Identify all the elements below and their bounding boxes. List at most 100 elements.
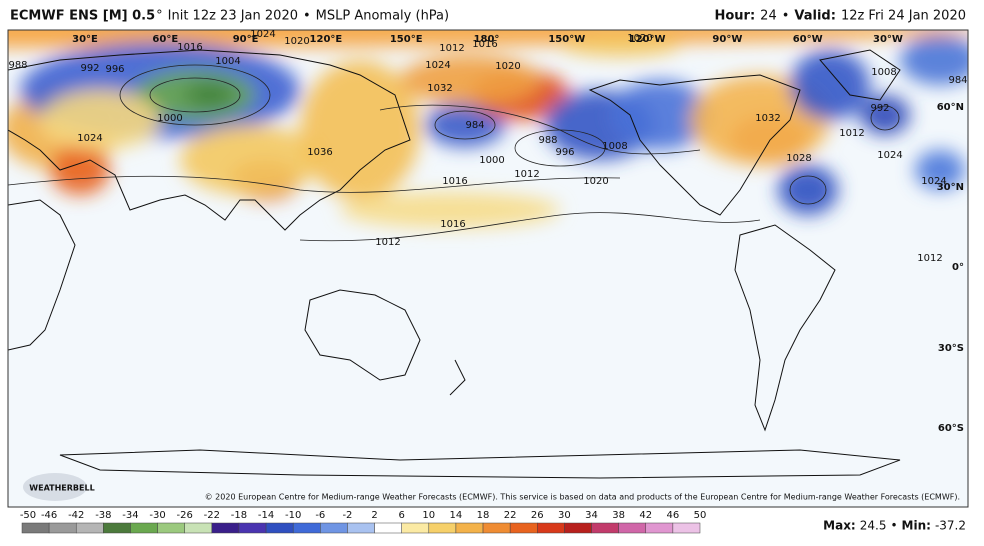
header-model: ECMWF ENS [M] 0.5 [10, 9, 155, 24]
contour-label: 1008 [871, 67, 896, 78]
colorbar-swatch [455, 522, 484, 534]
colorbar-tick: 30 [558, 510, 571, 521]
latitude-label: 0° [952, 262, 964, 273]
header-init: Init 12z 23 Jan 2020 [168, 9, 298, 24]
contour-label: 996 [105, 64, 124, 75]
contour-label: 1000 [479, 155, 504, 166]
anomaly-blob [300, 60, 420, 200]
anomaly-blob [40, 90, 160, 150]
anomaly-blob [778, 165, 838, 215]
anomaly-blob [425, 103, 505, 147]
logo: WEATHERBELL [29, 484, 94, 493]
colorbar-tick: 50 [694, 510, 707, 521]
colorbar-tick: 42 [639, 510, 652, 521]
contour-label: 1036 [307, 147, 332, 158]
colorbar-swatch [618, 522, 647, 534]
contour-label: 1016 [440, 219, 465, 230]
colorbar-tick: -26 [177, 510, 193, 521]
footer-min: -37.2 [935, 519, 966, 533]
contour-label: 1012 [917, 253, 942, 264]
colorbar-tick: 46 [667, 510, 680, 521]
contour-label: 1004 [215, 56, 240, 67]
contour-label: 1024 [250, 29, 275, 40]
contour-label: 1032 [427, 83, 452, 94]
contour-label: 1012 [839, 128, 864, 139]
colorbar-tick: 2 [371, 510, 377, 521]
longitude-label: 150°E [390, 34, 423, 45]
colorbar-swatch [238, 522, 267, 534]
colorbar-swatch [347, 522, 375, 534]
colorbar-swatch [374, 522, 402, 534]
colorbar-tick: -10 [285, 510, 301, 521]
colorbar-swatch [75, 522, 104, 534]
colorbar-tick: -42 [68, 510, 84, 521]
longitude-label: 120°W [629, 34, 666, 45]
colorbar-tick: 14 [450, 510, 463, 521]
colorbar-tick: -2 [342, 510, 352, 521]
header-hour: 24 [760, 9, 777, 24]
coastlines [8, 49, 901, 479]
anomaly-blob [400, 55, 540, 105]
colorbar-tick: 38 [612, 510, 625, 521]
colorbar-tick: 18 [477, 510, 490, 521]
map-frame [7, 29, 969, 508]
contour-label: 1012 [439, 43, 464, 54]
contour-label: 1008 [602, 141, 627, 152]
longitude-label: 60°E [152, 34, 178, 45]
contour-label: 1020 [495, 61, 520, 72]
isobars [8, 64, 900, 242]
colorbar-swatch [482, 522, 511, 534]
anomaly-blob [185, 83, 235, 107]
footer-min-label: Min: [902, 519, 931, 533]
colorbar-tick: 26 [531, 510, 544, 521]
colorbar-swatch [564, 522, 592, 534]
colorbar-tick: -14 [258, 510, 274, 521]
contour-label: 1032 [755, 113, 780, 124]
colorbar-swatch [428, 522, 457, 534]
contour-label: 1028 [786, 153, 811, 164]
header-hour_label: Hour: [714, 9, 755, 24]
footer-max: 24.5 [860, 519, 887, 533]
anomaly-blob [560, 33, 680, 57]
logo-mark [23, 473, 87, 501]
longitude-label: 60°W [793, 34, 823, 45]
colorbar-swatch [672, 522, 701, 534]
contour-label: 1020 [284, 36, 309, 47]
colorbar-swatch [184, 522, 213, 534]
latitude-label: 30°S [938, 343, 964, 354]
latitude-label: 60°S [938, 423, 964, 434]
colorbar-tick: -46 [41, 510, 57, 521]
longitude-label: 90°E [233, 34, 259, 45]
copyright: © 2020 European Centre for Medium-range … [205, 493, 960, 502]
contour-label: 988 [8, 60, 27, 71]
colorbar-swatch [265, 522, 294, 534]
contour-label: 1024 [77, 133, 102, 144]
colorbar-swatch [157, 522, 185, 534]
contour-label: 984 [948, 75, 967, 86]
contour-label: 996 [555, 147, 574, 158]
colorbar-swatch [103, 522, 131, 534]
header-degree: ° [156, 9, 163, 24]
contour-label: 1016 [442, 176, 467, 187]
anomaly-blob [610, 80, 710, 150]
colorbar-swatch [48, 522, 77, 534]
anomaly-blob [340, 192, 560, 228]
contour-label: 1000 [157, 113, 182, 124]
longitude-label: 120°E [310, 34, 343, 45]
longitude-label: 150°W [548, 34, 585, 45]
contour-label: 1020 [627, 33, 652, 44]
colorbar-tick: -18 [231, 510, 247, 521]
longitude-label: 180° [474, 34, 500, 45]
footer-sep: • [890, 519, 897, 533]
longitude-label: 30°W [873, 34, 903, 45]
anomaly-blob [180, 125, 320, 195]
colorbar-swatch [292, 522, 321, 534]
anomaly-blob [8, 30, 968, 48]
contour-label: 988 [538, 135, 557, 146]
header-sep: • [303, 9, 311, 24]
colorbar-tick: -50 [20, 510, 36, 521]
colorbar-swatch [130, 522, 158, 534]
colorbar-tick: 22 [504, 510, 517, 521]
